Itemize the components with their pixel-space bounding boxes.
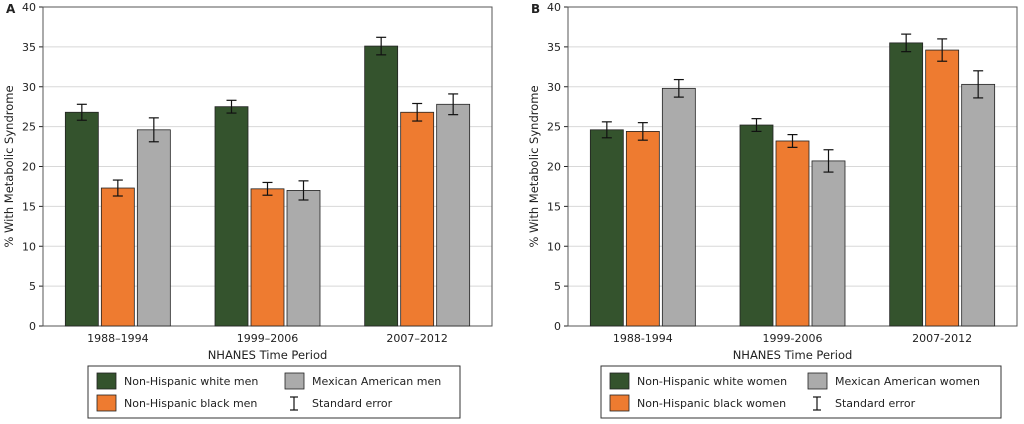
chart-panel-b: B 0 5 10 15 20 25 30 35 40 1988-1994 1999-2006 2007-… <box>527 1 1018 419</box>
y-axis-title: % With Metabolic Syndrome <box>2 85 16 247</box>
bar <box>286 190 321 327</box>
legend: Non-Hispanic white women Mexican American… <box>600 365 1002 419</box>
legend-label: Mexican American men <box>312 375 441 388</box>
y-tick-label: 30 <box>22 81 36 94</box>
y-tick-label: 5 <box>554 280 561 293</box>
legend-box <box>600 365 1002 419</box>
legend-label: Standard error <box>312 397 393 410</box>
y-tick-label: 35 <box>22 41 36 54</box>
bar <box>961 83 996 327</box>
y-tick-label: 20 <box>547 161 561 174</box>
y-tick-label: 20 <box>22 161 36 174</box>
bar <box>136 129 171 327</box>
bar <box>436 103 471 327</box>
legend-swatch <box>96 394 117 412</box>
bar <box>364 45 399 327</box>
x-tick-label: 1999–2006 <box>237 332 299 345</box>
x-axis-title: NHANES Time Period <box>208 348 328 362</box>
legend-label: Non-Hispanic black women <box>637 397 786 410</box>
legend-swatch <box>609 394 630 412</box>
y-tick-label: 10 <box>547 240 561 253</box>
bar <box>625 131 660 327</box>
bar <box>811 160 846 327</box>
chart-panel-a: A 0 5 10 15 20 25 30 35 40 1988–1994 1999–2006 2007–… <box>2 1 493 419</box>
y-tick-label: 5 <box>29 280 36 293</box>
bar <box>589 129 624 327</box>
legend-box <box>87 365 461 419</box>
panel-label: B <box>531 2 540 16</box>
legend-label: Non-Hispanic black men <box>124 397 257 410</box>
bar <box>214 106 249 327</box>
y-tick-label: 25 <box>22 121 36 134</box>
bar <box>889 42 924 327</box>
legend-label: Non-Hispanic white women <box>637 375 787 388</box>
x-tick-label: 1988–1994 <box>87 332 149 345</box>
x-tick-label: 2007–2012 <box>386 332 448 345</box>
y-tick-label: 0 <box>554 320 561 333</box>
legend-swatch <box>284 372 305 390</box>
bar <box>739 124 774 327</box>
y-tick-label: 0 <box>29 320 36 333</box>
legend: Non-Hispanic white men Mexican American m… <box>87 365 461 419</box>
legend-swatch <box>807 372 828 390</box>
legend-swatch <box>96 372 117 390</box>
bar <box>775 140 810 327</box>
bar <box>661 87 696 327</box>
legend-swatch <box>609 372 630 390</box>
legend-label: Standard error <box>835 397 916 410</box>
y-tick-label: 10 <box>22 240 36 253</box>
x-tick-label: 2007-2012 <box>912 332 972 345</box>
y-tick-label: 40 <box>22 1 36 14</box>
legend-label: Non-Hispanic white men <box>124 375 258 388</box>
bar <box>250 188 285 327</box>
y-axis-title: % With Metabolic Syndrome <box>527 85 541 247</box>
panel-label: A <box>6 2 16 16</box>
x-axis-title: NHANES Time Period <box>733 348 853 362</box>
bar <box>64 111 99 327</box>
y-tick-label: 35 <box>547 41 561 54</box>
bar <box>400 111 435 327</box>
y-tick-label: 40 <box>547 1 561 14</box>
bar <box>100 187 135 327</box>
y-tick-label: 30 <box>547 81 561 94</box>
y-tick-label: 25 <box>547 121 561 134</box>
bar <box>925 49 960 327</box>
legend-label: Mexican American women <box>835 375 980 388</box>
x-tick-label: 1999-2006 <box>763 332 823 345</box>
y-tick-label: 15 <box>547 200 561 213</box>
y-tick-label: 15 <box>22 200 36 213</box>
x-tick-label: 1988-1994 <box>613 332 673 345</box>
